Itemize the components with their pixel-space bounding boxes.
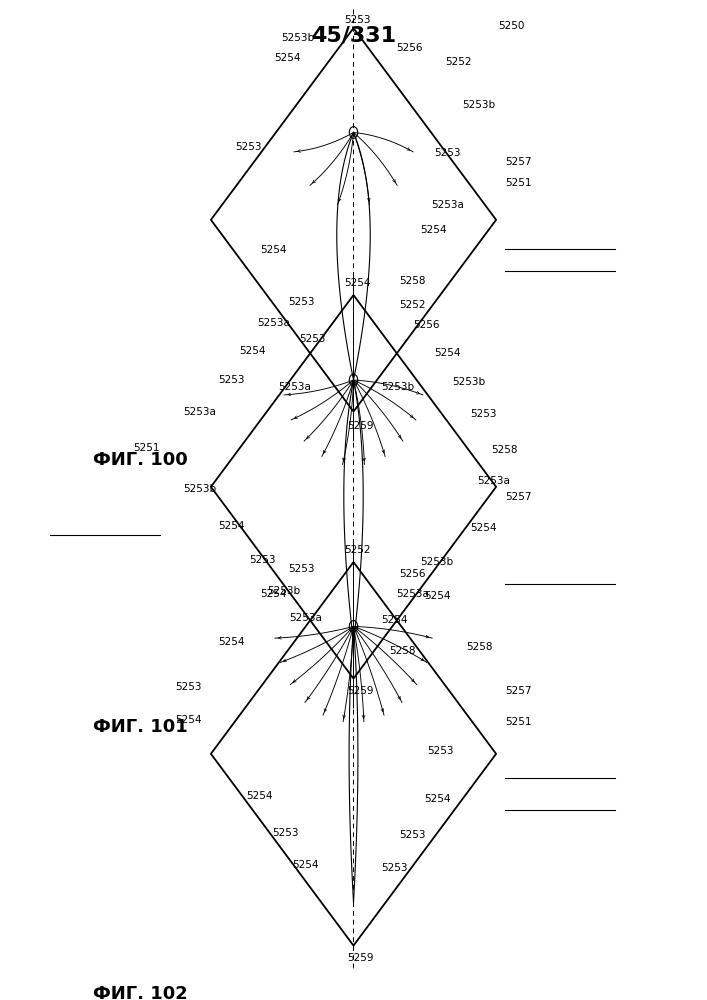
Text: 5259: 5259 xyxy=(347,421,374,431)
Text: 5258: 5258 xyxy=(491,445,518,455)
Text: 5253: 5253 xyxy=(469,409,496,419)
Text: 5254: 5254 xyxy=(435,348,461,358)
Text: 5253b: 5253b xyxy=(462,100,496,110)
Text: 5258: 5258 xyxy=(389,646,415,656)
Text: 5253: 5253 xyxy=(435,148,461,158)
Text: 5253a: 5253a xyxy=(289,613,322,623)
Text: 5253: 5253 xyxy=(344,15,370,25)
Text: 5253: 5253 xyxy=(428,746,454,756)
Text: 5253b: 5253b xyxy=(452,377,485,387)
Text: 5253a: 5253a xyxy=(257,318,290,328)
Text: 5258: 5258 xyxy=(399,276,426,286)
Text: ФИГ. 100: ФИГ. 100 xyxy=(93,451,187,469)
Text: 5253a: 5253a xyxy=(396,589,428,599)
Text: 5251: 5251 xyxy=(134,443,160,453)
Text: 5253: 5253 xyxy=(250,555,276,565)
Text: 5254: 5254 xyxy=(424,591,450,601)
Text: 5253b: 5253b xyxy=(281,33,315,43)
Text: ФИГ. 101: ФИГ. 101 xyxy=(93,718,187,736)
Text: 5256: 5256 xyxy=(396,43,422,53)
Text: 5253: 5253 xyxy=(288,297,315,307)
Text: 5253: 5253 xyxy=(399,830,426,840)
Text: 5253: 5253 xyxy=(382,863,408,873)
Text: 5254: 5254 xyxy=(424,794,450,804)
Text: 5253: 5253 xyxy=(272,828,298,838)
Text: 5254: 5254 xyxy=(382,615,408,625)
Text: 5254: 5254 xyxy=(175,715,202,725)
Text: 5253b: 5253b xyxy=(421,557,453,567)
Text: 5254: 5254 xyxy=(469,523,496,533)
Text: 5253: 5253 xyxy=(288,564,315,574)
Text: 5257: 5257 xyxy=(505,686,532,696)
Text: 5253b: 5253b xyxy=(267,586,300,596)
Text: 5253: 5253 xyxy=(299,334,325,344)
Text: 5254: 5254 xyxy=(292,860,318,870)
Text: 5251: 5251 xyxy=(505,178,532,188)
Text: 5252: 5252 xyxy=(445,57,472,67)
Text: 5250: 5250 xyxy=(498,21,525,31)
Text: 5257: 5257 xyxy=(505,157,532,167)
Text: 5253: 5253 xyxy=(235,142,262,152)
Text: 5259: 5259 xyxy=(347,686,374,696)
Text: 5253b: 5253b xyxy=(382,382,415,392)
Text: 5254: 5254 xyxy=(246,791,272,801)
Text: 5253: 5253 xyxy=(218,375,245,385)
Text: 5257: 5257 xyxy=(505,492,532,502)
Text: 5251: 5251 xyxy=(505,717,532,727)
Text: 5256: 5256 xyxy=(399,569,426,579)
Text: 5254: 5254 xyxy=(274,53,300,63)
Text: 5253b: 5253b xyxy=(183,484,216,494)
Text: 5254: 5254 xyxy=(344,278,370,288)
Text: 5253a: 5253a xyxy=(431,200,464,210)
Text: 5254: 5254 xyxy=(239,346,265,356)
Text: 5254: 5254 xyxy=(218,637,245,647)
Text: 5252: 5252 xyxy=(399,300,426,310)
Text: 5256: 5256 xyxy=(414,320,440,330)
Text: 5253a: 5253a xyxy=(477,476,510,486)
Text: 5252: 5252 xyxy=(344,545,370,555)
Text: 5254: 5254 xyxy=(260,589,286,599)
Text: 5253: 5253 xyxy=(175,682,202,692)
Text: 5258: 5258 xyxy=(466,642,493,652)
Text: 5259: 5259 xyxy=(347,953,374,963)
Text: 5254: 5254 xyxy=(218,521,245,531)
Text: 5254: 5254 xyxy=(421,225,447,235)
Text: 5254: 5254 xyxy=(260,245,286,255)
Text: 5253a: 5253a xyxy=(183,407,216,417)
Text: 5253a: 5253a xyxy=(279,382,311,392)
Text: ФИГ. 102: ФИГ. 102 xyxy=(93,985,187,1000)
Text: 45/331: 45/331 xyxy=(311,25,396,45)
